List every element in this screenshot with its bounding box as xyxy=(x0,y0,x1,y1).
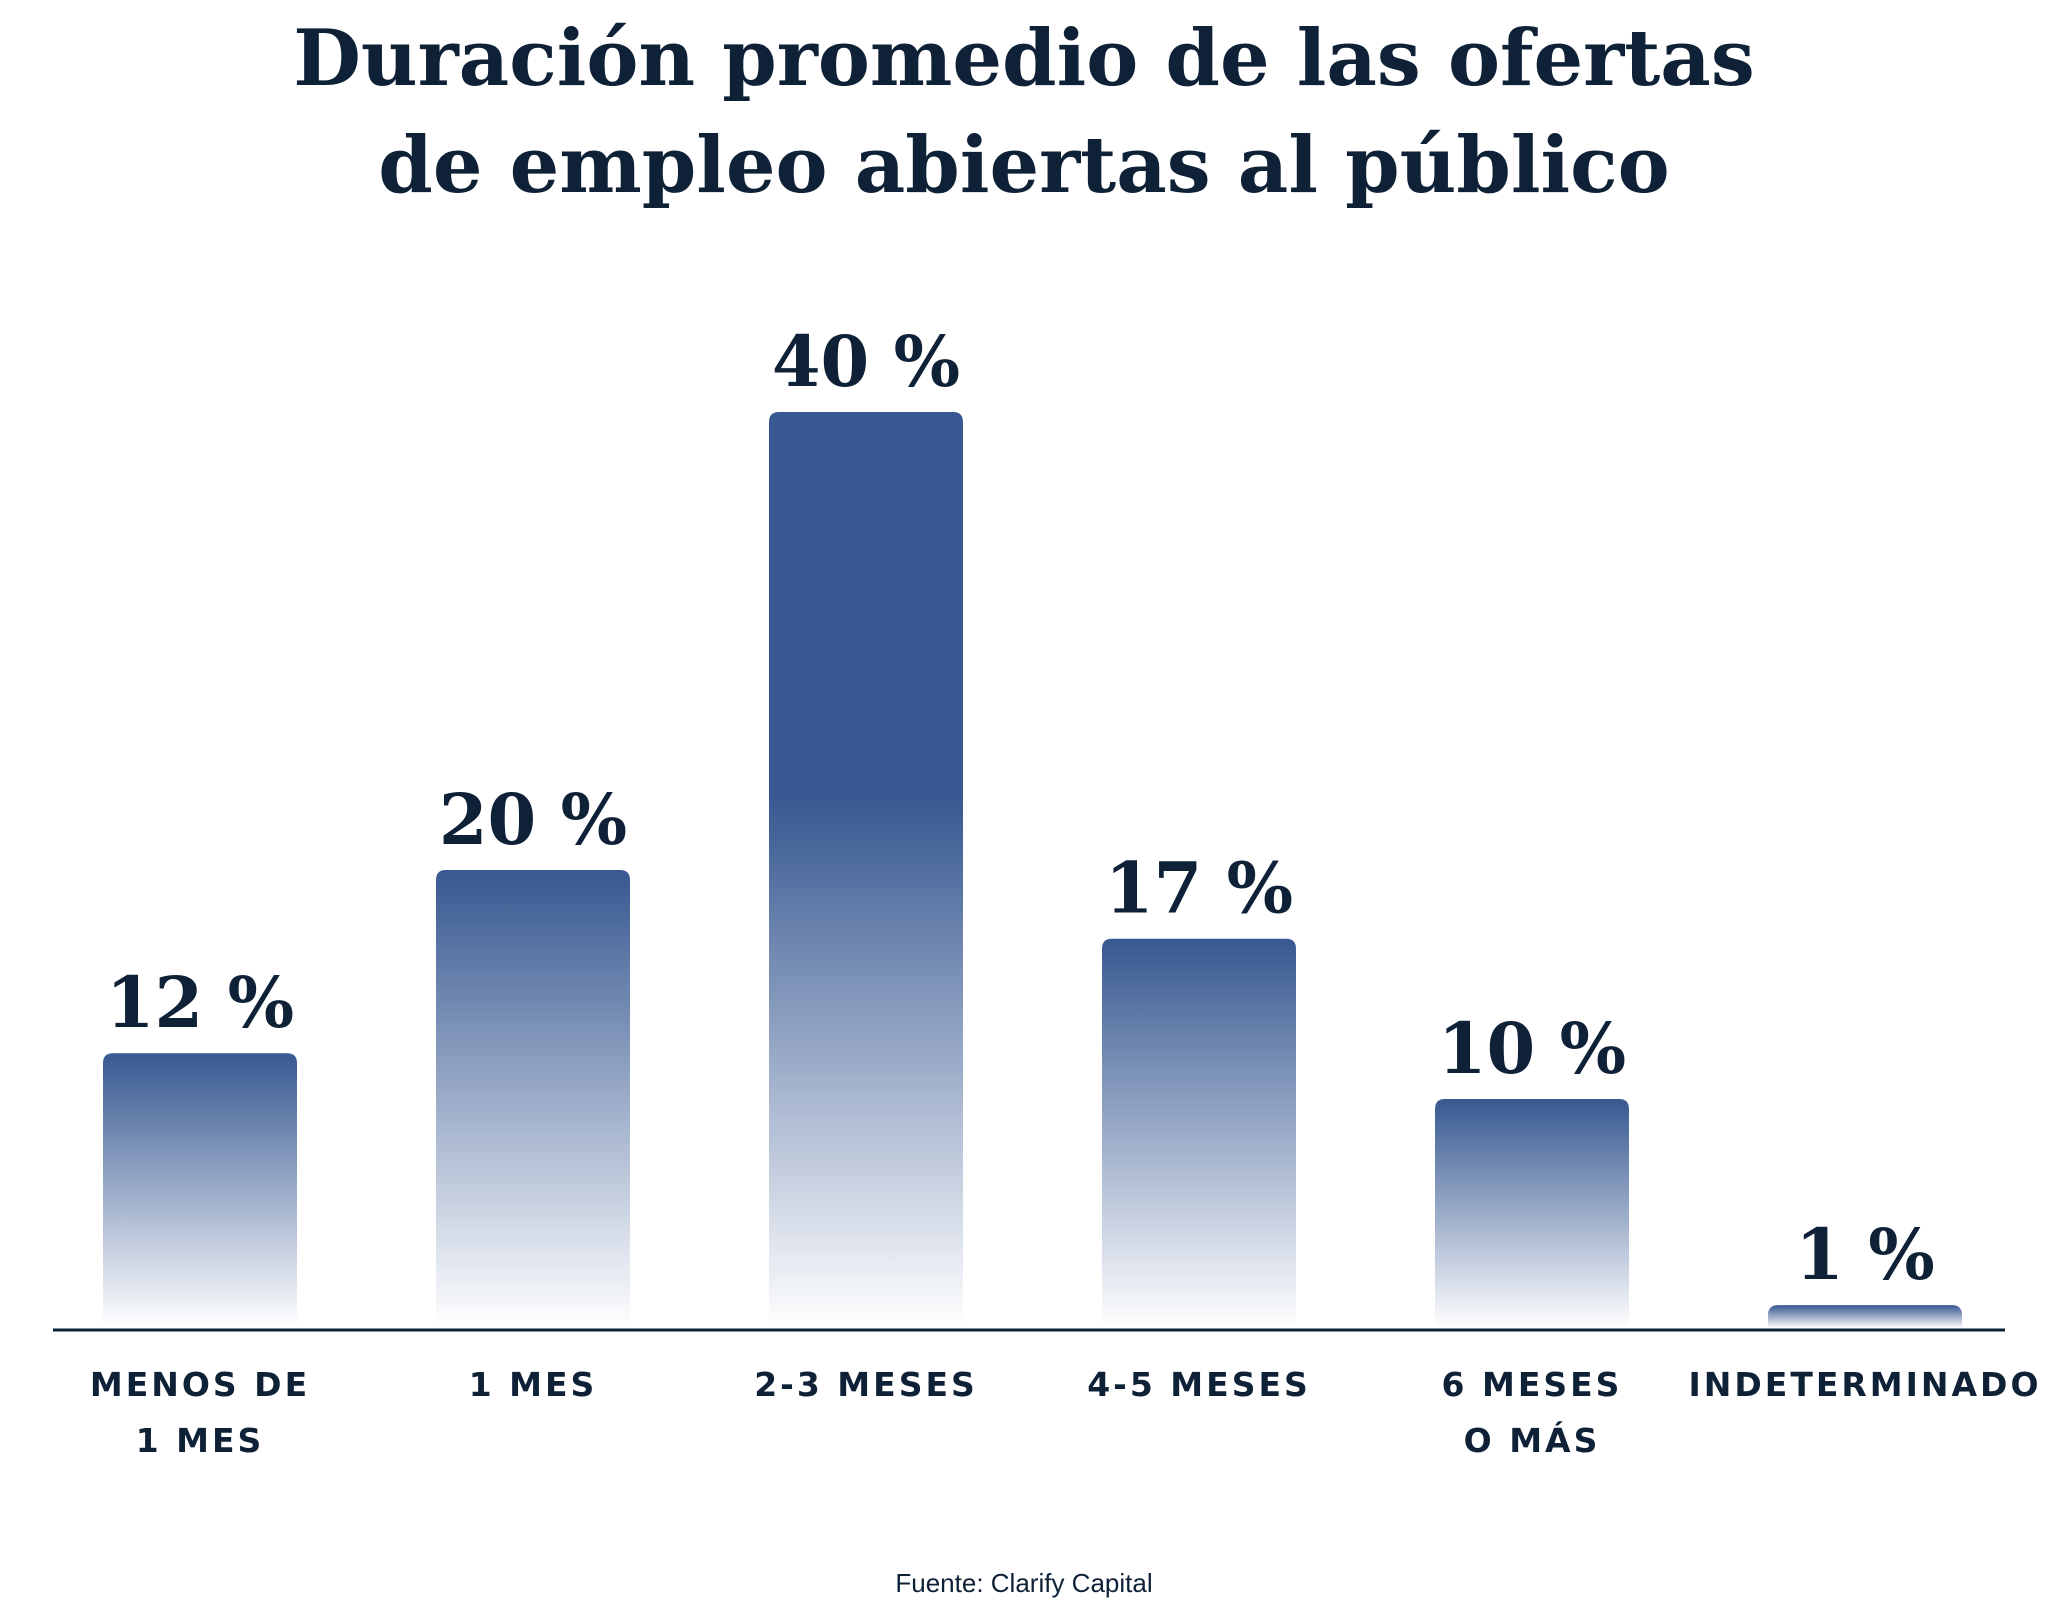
category-label-0-line-0: MENOS DE xyxy=(90,1365,310,1404)
category-label-4-line-1: O MÁS xyxy=(1464,1420,1601,1460)
category-label-3: 4-5 MESES xyxy=(1087,1365,1311,1404)
bar-0 xyxy=(103,1053,297,1328)
category-label-1: 1 MES xyxy=(469,1365,598,1404)
bar-4 xyxy=(1435,1099,1629,1328)
data-label-3: 17 % xyxy=(1105,847,1293,930)
data-label-4: 10 % xyxy=(1438,1007,1626,1090)
category-label-5: INDETERMINADO xyxy=(1688,1365,2041,1404)
data-label-2: 40 % xyxy=(772,320,960,403)
category-label-2: 2-3 MESES xyxy=(754,1365,978,1404)
bar-3 xyxy=(1102,938,1296,1328)
data-label-1: 20 % xyxy=(439,778,627,861)
category-label-0-line-1: 1 MES xyxy=(136,1421,265,1460)
chart-title-line-1: Duración promedio de las ofertas xyxy=(293,13,1755,104)
category-label-4-line-0: 6 MESES xyxy=(1442,1365,1623,1404)
source-note: Fuente: Clarify Capital xyxy=(895,1568,1153,1598)
data-label-0: 12 % xyxy=(106,961,294,1044)
data-label-5: 1 % xyxy=(1795,1213,1935,1296)
bar-2 xyxy=(769,412,963,1328)
bar-5 xyxy=(1768,1305,1962,1328)
chart-title-line-2: de empleo abiertas al público xyxy=(378,120,1670,211)
bar-1 xyxy=(436,870,630,1328)
